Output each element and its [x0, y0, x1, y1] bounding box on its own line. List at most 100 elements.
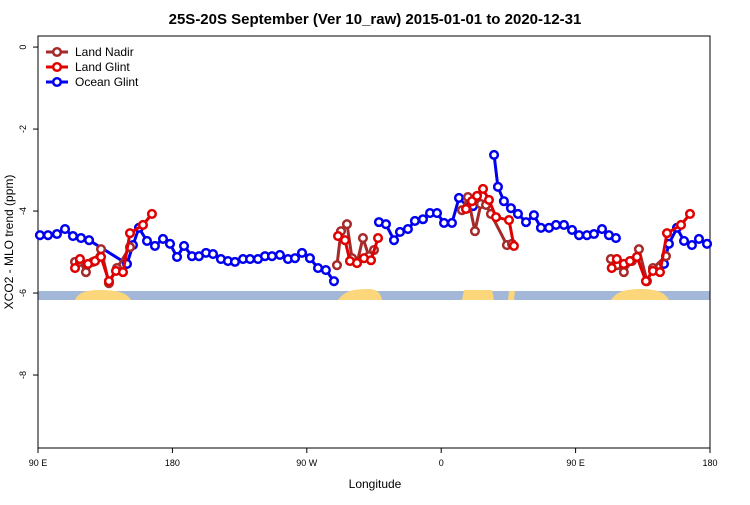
data-point — [573, 230, 585, 241]
data-point — [508, 240, 519, 251]
data-point — [304, 253, 315, 264]
data-point — [59, 224, 71, 235]
data-point — [351, 258, 363, 269]
data-point — [498, 196, 509, 207]
data-point — [624, 256, 636, 267]
data-point — [296, 247, 308, 258]
data-point — [661, 228, 673, 239]
data-point — [75, 233, 87, 244]
data-point — [701, 238, 713, 249]
data-point — [528, 210, 539, 221]
data-point — [372, 233, 384, 244]
data-point — [164, 238, 176, 249]
data-point — [471, 190, 483, 201]
x-tick-label: 180 — [702, 458, 717, 468]
data-point — [388, 235, 400, 246]
x-tick-label: 90 E — [566, 458, 585, 468]
x-tick-label: 90 W — [296, 458, 318, 468]
legend-label: Land Glint — [75, 60, 130, 74]
data-point — [610, 233, 621, 244]
data-point — [566, 224, 578, 235]
data-point — [95, 251, 107, 263]
data-point — [51, 228, 63, 240]
legend-marker — [51, 46, 63, 58]
data-point — [490, 212, 502, 223]
land-patch — [338, 289, 382, 300]
data-point — [558, 219, 570, 231]
land-patch — [75, 290, 131, 300]
data-point — [320, 265, 331, 276]
data-point — [684, 208, 696, 219]
data-point — [535, 222, 547, 233]
data-point — [149, 240, 160, 251]
data-point — [588, 228, 600, 240]
data-point — [469, 226, 480, 237]
data-point — [141, 235, 153, 247]
data-point — [633, 244, 644, 255]
legend-marker — [51, 61, 63, 73]
data-point — [332, 231, 344, 242]
data-point — [611, 253, 622, 265]
data-point — [477, 183, 489, 194]
data-point — [678, 235, 690, 247]
land-patch — [462, 290, 494, 300]
data-point — [207, 249, 219, 260]
data-point — [402, 224, 413, 235]
data-point — [394, 226, 406, 238]
data-point — [274, 249, 285, 260]
y-tick-label: -2 — [18, 125, 28, 133]
x-tick-label: 180 — [165, 458, 180, 468]
data-point — [245, 253, 256, 265]
data-point — [266, 251, 278, 262]
y-axis-label: XCO2 - MLO trend (ppm) — [2, 175, 16, 310]
data-point — [693, 233, 704, 244]
data-point — [380, 219, 391, 230]
data-point — [137, 219, 149, 231]
data-point — [124, 228, 136, 239]
data-point — [505, 203, 516, 214]
land-patch — [508, 291, 515, 300]
legend-label: Land Nadir — [75, 45, 134, 59]
data-point — [489, 149, 500, 160]
plot-frame — [37, 35, 711, 449]
data-point — [640, 276, 651, 287]
data-point — [103, 276, 114, 287]
data-point — [596, 224, 608, 235]
data-point — [431, 208, 443, 219]
data-point — [229, 256, 241, 267]
data-point — [339, 235, 351, 246]
data-point — [675, 219, 687, 231]
y-tick-label: 0 — [18, 45, 28, 50]
data-point — [438, 217, 450, 228]
data-point — [365, 255, 377, 266]
data-point — [357, 233, 368, 244]
data-point — [492, 181, 503, 192]
data-point — [328, 276, 340, 287]
data-point — [157, 233, 169, 244]
data-point — [512, 208, 524, 219]
legend-marker — [51, 76, 63, 88]
data-point — [460, 203, 472, 215]
data-point — [606, 262, 617, 274]
data-point — [74, 253, 86, 265]
data-point — [446, 217, 458, 228]
data-point — [618, 267, 629, 278]
data-point — [631, 251, 643, 263]
chart-title: 25S-20S September (Ver 10_raw) 2015-01-0… — [169, 11, 582, 28]
data-point — [178, 240, 190, 251]
data-point — [331, 260, 343, 271]
data-point — [503, 215, 515, 226]
data-point — [117, 267, 129, 278]
y-tick-label: -4 — [18, 207, 28, 215]
y-tick-label: -8 — [18, 371, 28, 379]
data-point — [550, 219, 562, 231]
data-point — [289, 253, 301, 264]
data-point — [171, 251, 183, 263]
data-point — [146, 208, 157, 219]
x-tick-label: 0 — [439, 458, 444, 468]
data-point — [69, 262, 81, 274]
y-tick-label: -6 — [18, 289, 28, 297]
data-point — [520, 217, 532, 228]
